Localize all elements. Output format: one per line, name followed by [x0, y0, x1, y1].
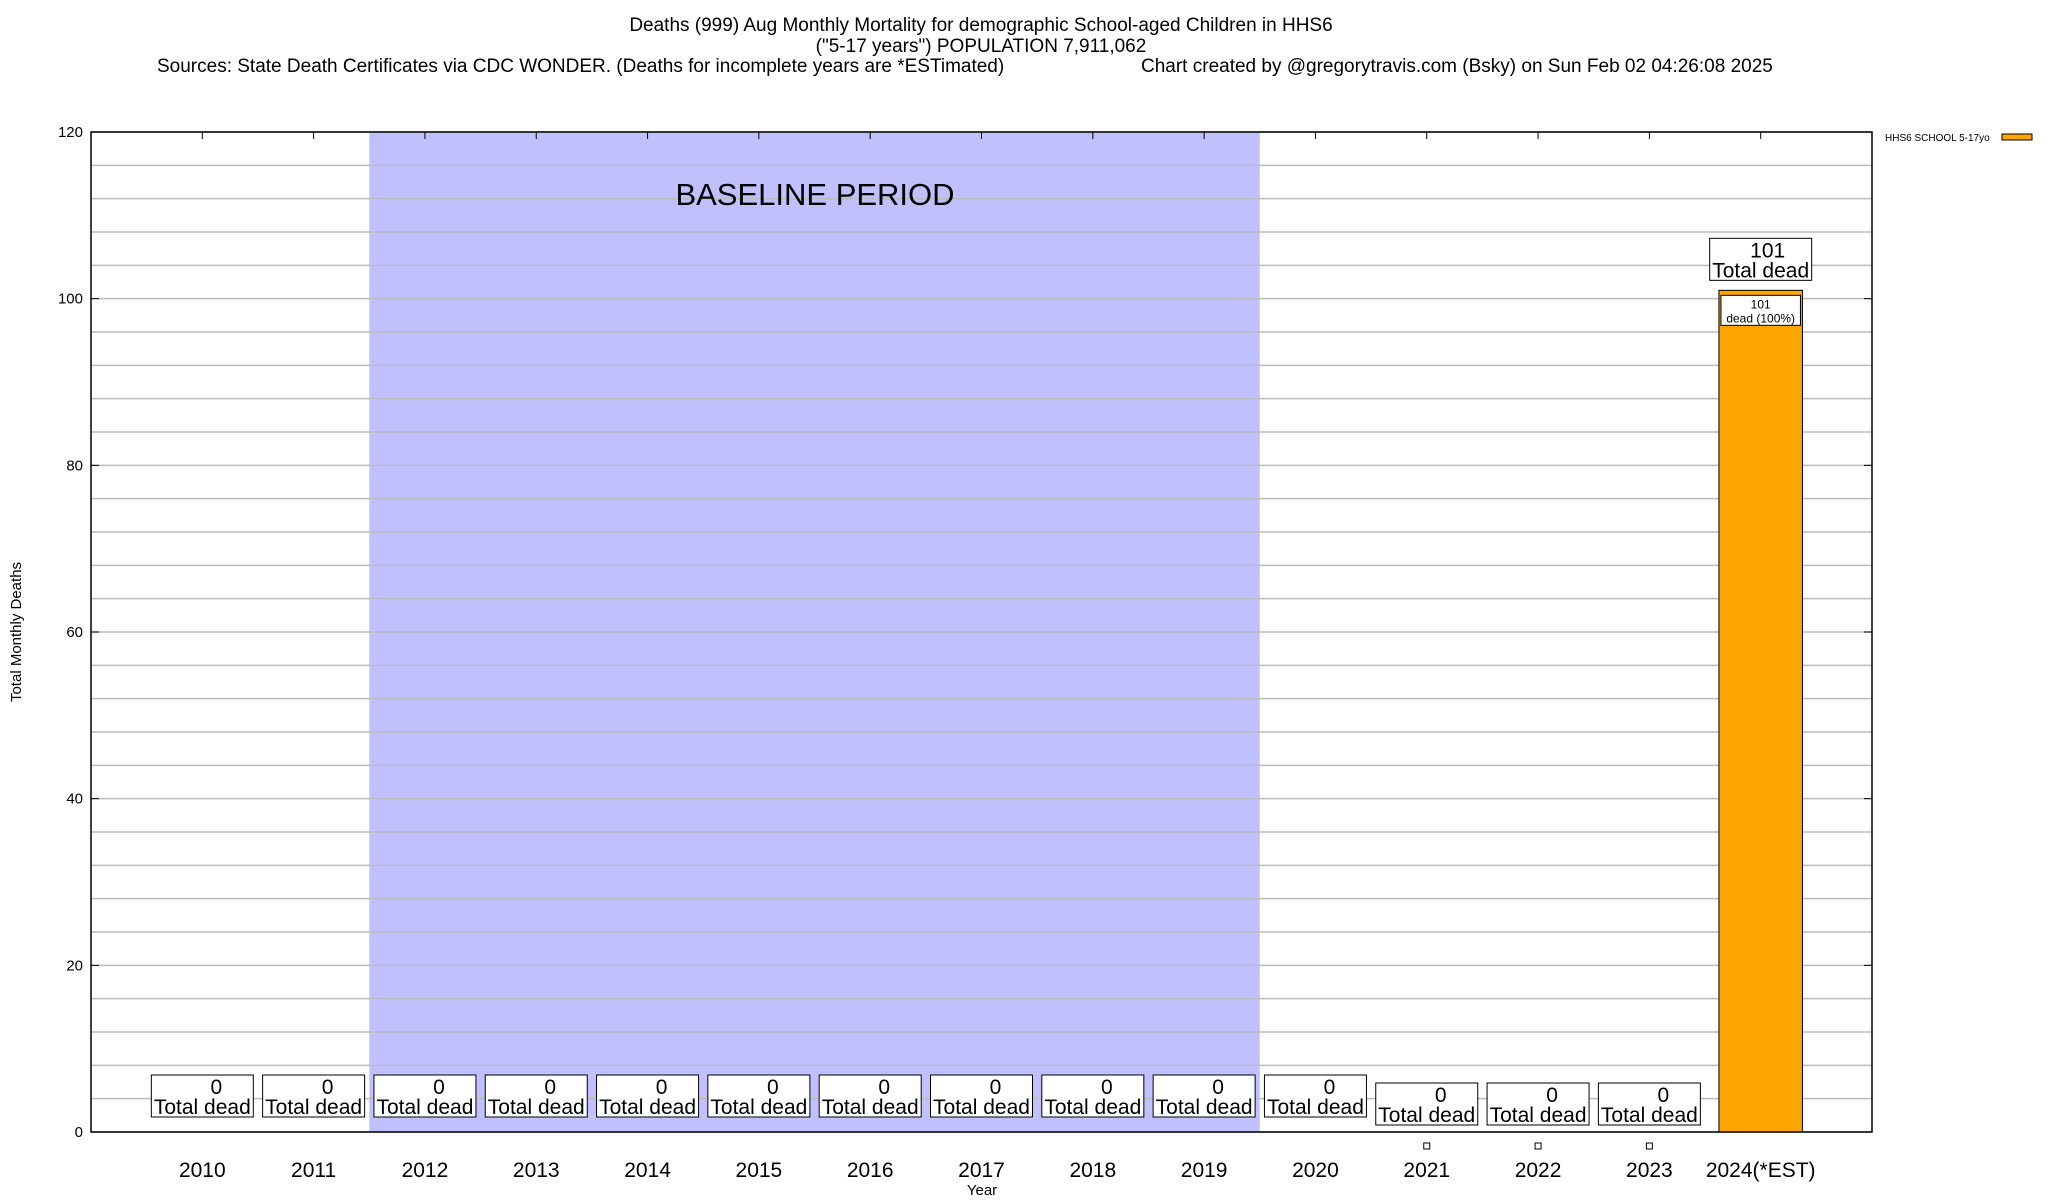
- x-axis-label: Year: [967, 1182, 997, 1199]
- x-tick-label: 2022: [1515, 1159, 1562, 1182]
- total-label-text: Total dead: [1378, 1104, 1475, 1127]
- total-label-value: 0: [322, 1076, 334, 1099]
- y-tick-label: 0: [75, 1124, 83, 1141]
- total-label-value: 0: [1546, 1084, 1558, 1107]
- total-label-text: Total dead: [154, 1096, 251, 1119]
- total-label-text: Total dead: [710, 1096, 807, 1119]
- x-tick-label: 2010: [179, 1159, 226, 1182]
- x-tick-label: 2020: [1292, 1159, 1339, 1182]
- total-label-value: 0: [1658, 1084, 1670, 1107]
- total-label-value: 0: [1101, 1076, 1113, 1099]
- baseline-label: BASELINE PERIOD: [675, 177, 954, 212]
- segment-label-box: [1720, 294, 1801, 326]
- axes: 0 20 40 60 80 100 120 2010 2011 2012 2013 2014 2015 2…: [58, 124, 1872, 1182]
- total-label-box: [1597, 1082, 1701, 1126]
- total-label-text: Total dead: [1156, 1096, 1253, 1119]
- total-label-box: [1152, 1074, 1256, 1118]
- segment-label-text: dead (100%): [1726, 311, 1795, 325]
- total-label-text: Total dead: [933, 1096, 1030, 1119]
- x-tick-label: 2019: [1181, 1159, 1228, 1182]
- chart-subtitle: ("5-17 years") POPULATION 7,911,062: [816, 36, 1147, 57]
- y-tick-label: 80: [66, 457, 83, 474]
- total-label-box: [373, 1074, 477, 1118]
- total-label-box: [1486, 1082, 1590, 1126]
- legend-label: HHS6 SCHOOL 5-17yo: [1885, 133, 1990, 144]
- sources-note: Sources: State Death Certificates via CD…: [157, 56, 1004, 77]
- x-tick-label: 2023: [1626, 1159, 1673, 1182]
- total-label-box: [818, 1074, 922, 1118]
- total-label-text: Total dead: [376, 1096, 473, 1119]
- total-label-box: [484, 1074, 588, 1118]
- total-label-value: 0: [990, 1076, 1002, 1099]
- total-label-text: Total dead: [265, 1096, 362, 1119]
- total-label-value: 0: [544, 1076, 556, 1099]
- x-tick-label: 2013: [513, 1159, 560, 1182]
- y-tick-label: 20: [66, 957, 83, 974]
- total-label-text: Total dead: [488, 1096, 585, 1119]
- zero-marker: [1534, 1142, 1542, 1150]
- total-label-box: [707, 1074, 811, 1118]
- x-tick-label: 2016: [847, 1159, 894, 1182]
- total-label-value: 0: [656, 1076, 668, 1099]
- x-tick-label: 2018: [1069, 1159, 1116, 1182]
- zero-marker: [1423, 1142, 1431, 1150]
- total-label-text: Total dead: [1712, 259, 1809, 282]
- total-label-box: [1375, 1082, 1479, 1126]
- total-label-box: [150, 1074, 254, 1118]
- x-tick-label: 2012: [402, 1159, 449, 1182]
- total-label-box: [596, 1074, 700, 1118]
- total-label-text: Total dead: [1601, 1104, 1698, 1127]
- total-label-box: [1709, 237, 1813, 281]
- total-label-box: [1041, 1074, 1145, 1118]
- total-label-value: 0: [1324, 1076, 1336, 1099]
- x-tick-label: 2014: [624, 1159, 671, 1182]
- total-label-value: 0: [433, 1076, 445, 1099]
- total-label-box: [930, 1074, 1033, 1118]
- credit-note: Chart created by @gregorytravis.com (Bsk…: [1141, 56, 1773, 77]
- y-tick-label: 120: [58, 124, 83, 141]
- y-tick-label: 100: [58, 291, 83, 308]
- x-tick-label: 2021: [1403, 1159, 1450, 1182]
- bars: [1718, 289, 1803, 1133]
- y-tick-label: 60: [66, 624, 83, 641]
- total-label-box: [262, 1074, 366, 1118]
- total-label-value: 101: [1750, 239, 1785, 262]
- y-tick-label: 40: [66, 791, 83, 808]
- legend-swatch: [2001, 133, 2033, 141]
- total-label-text: Total dead: [599, 1096, 696, 1119]
- zero-marker: [1645, 1142, 1653, 1150]
- total-label-text: Total dead: [1267, 1096, 1364, 1119]
- total-label-text: Total dead: [1490, 1104, 1587, 1127]
- total-label-value: 0: [767, 1076, 779, 1099]
- total-label-box: [1263, 1074, 1367, 1118]
- x-tick-label: 2015: [736, 1159, 783, 1182]
- segment-label-value: 101: [1751, 297, 1771, 311]
- total-label-text: Total dead: [822, 1096, 919, 1119]
- total-label-value: 0: [1212, 1076, 1224, 1099]
- bar: [1718, 289, 1803, 1133]
- total-label-value: 0: [210, 1076, 222, 1099]
- x-tick-label: 2017: [958, 1159, 1005, 1182]
- total-label-value: 0: [878, 1076, 890, 1099]
- total-label-value: 0: [1435, 1084, 1447, 1107]
- grid: [91, 131, 1872, 1133]
- x-tick-label: 2011: [291, 1159, 336, 1182]
- total-label-text: Total dead: [1044, 1096, 1141, 1119]
- chart-title: Deaths (999) Aug Monthly Mortality for d…: [629, 15, 1332, 36]
- x-tick-label: 2024(*EST): [1706, 1159, 1816, 1182]
- y-axis-label: Total Monthly Deaths: [8, 562, 25, 702]
